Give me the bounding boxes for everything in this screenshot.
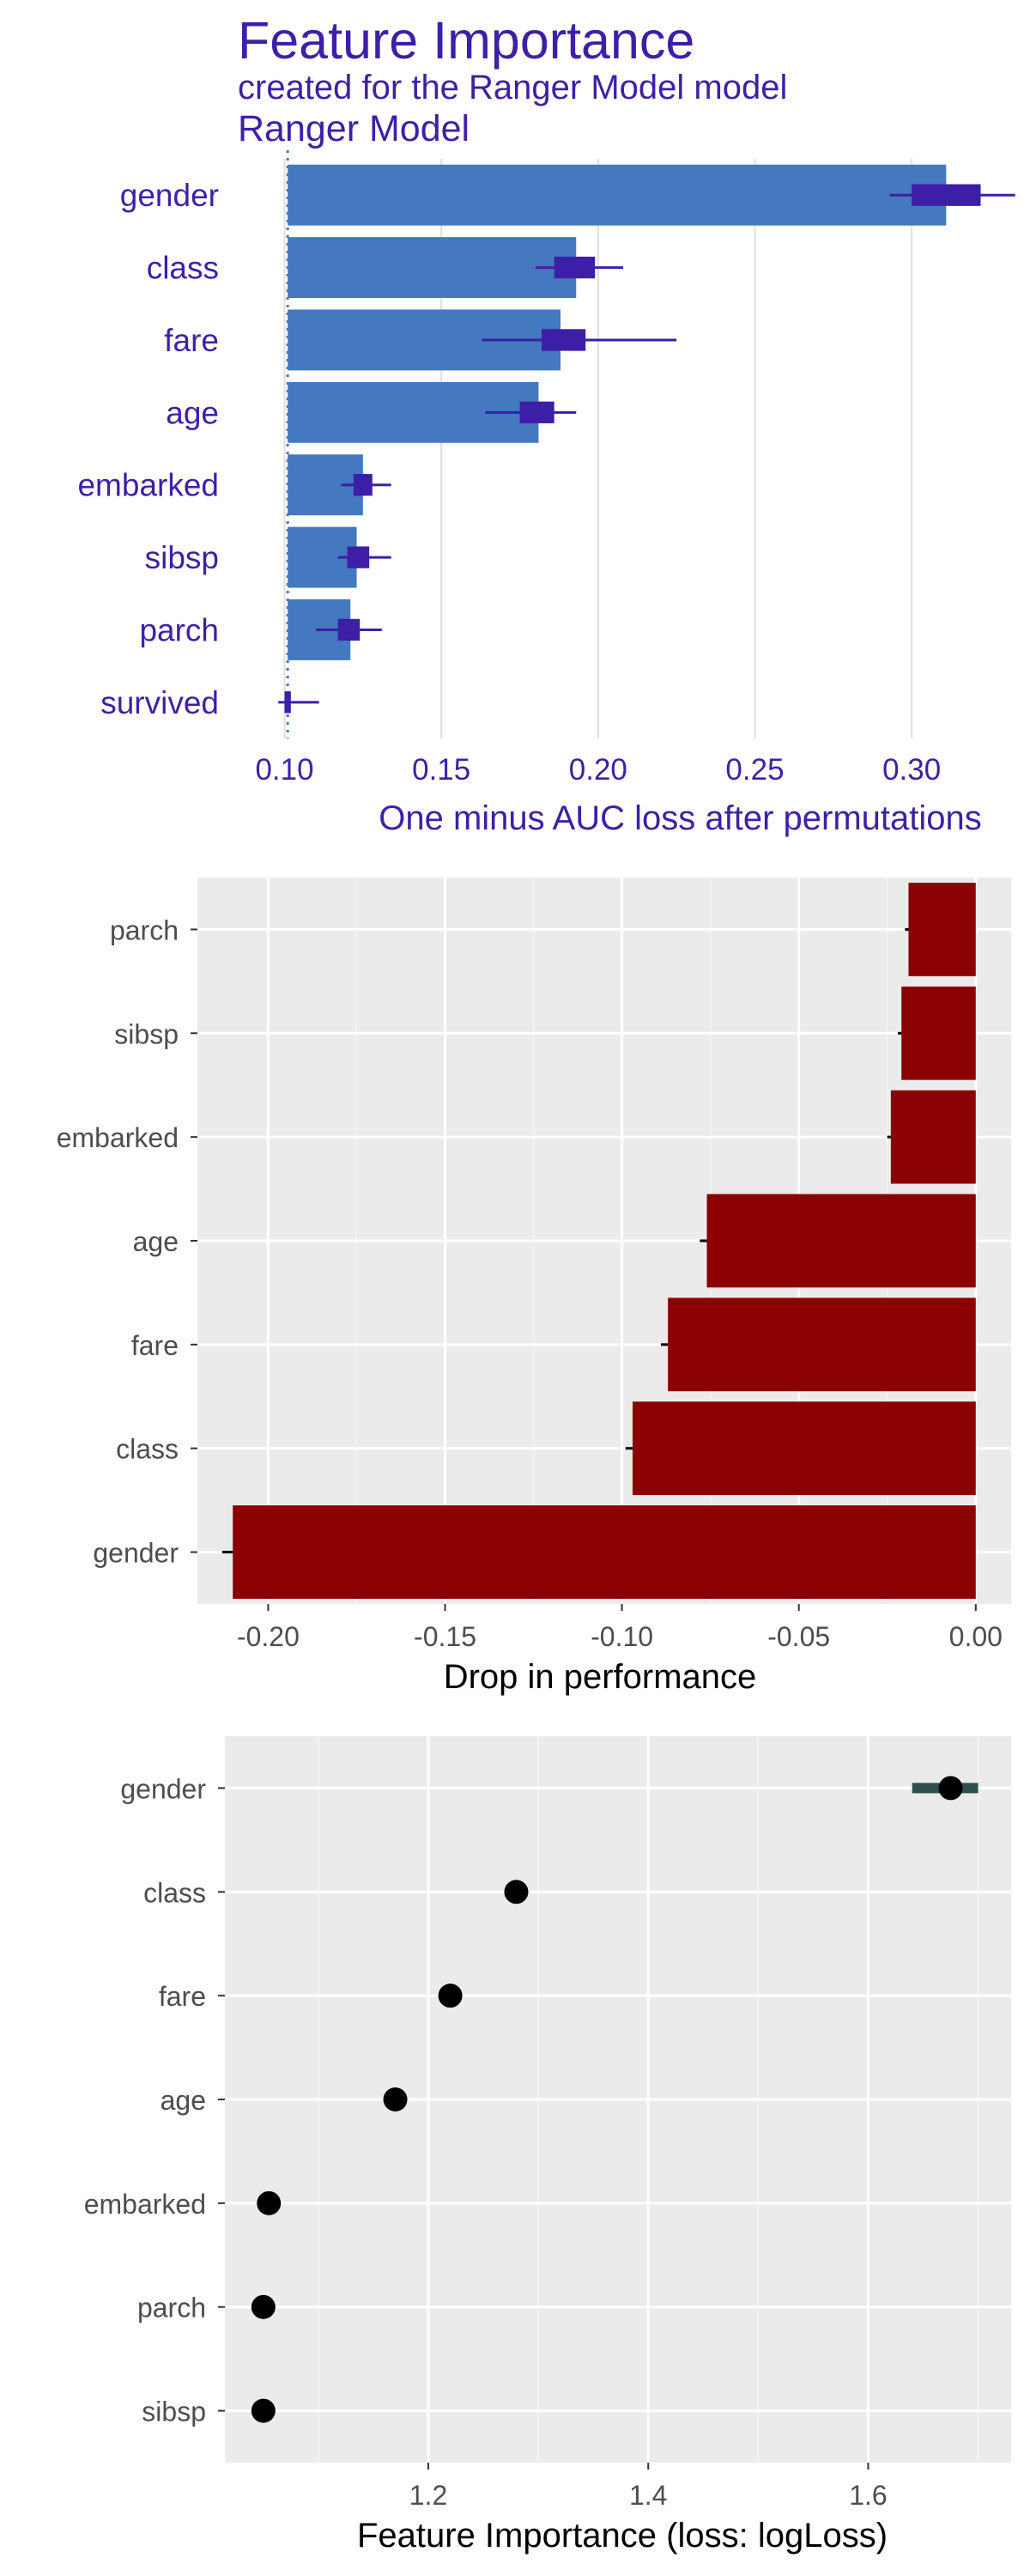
- category-label-class: class: [116, 1434, 179, 1465]
- category-label-gender: gender: [93, 1538, 179, 1569]
- bar-parch: [908, 883, 976, 976]
- point-gender: [938, 1776, 963, 1801]
- tick-label-x: 1.4: [629, 2480, 667, 2511]
- category-label-embarked: embarked: [84, 2189, 206, 2220]
- category-label-survived: survived: [100, 685, 219, 720]
- bar-class: [288, 237, 577, 298]
- category-label-embarked: embarked: [57, 1122, 179, 1153]
- axis-title-x: Drop in performance: [444, 1658, 757, 1696]
- bar-sibsp: [901, 986, 976, 1080]
- box-gender: [912, 184, 981, 206]
- category-label-fare: fare: [164, 323, 219, 358]
- point-parch: [251, 2294, 276, 2319]
- category-label-class: class: [147, 251, 219, 286]
- facet-label: Ranger Model: [238, 108, 470, 149]
- category-label-class: class: [143, 1877, 206, 1908]
- box-sibsp: [347, 546, 370, 568]
- category-label-parch: parch: [110, 914, 179, 945]
- category-label-gender: gender: [120, 178, 219, 213]
- category-label-sibsp: sibsp: [114, 1018, 179, 1049]
- box-survived: [284, 691, 291, 714]
- box-embarked: [353, 474, 373, 496]
- tick-label-x: -0.20: [237, 1621, 300, 1652]
- category-label-parch: parch: [139, 612, 219, 647]
- box-parch: [337, 618, 360, 641]
- category-label-fare: fare: [131, 1330, 179, 1361]
- chart-subtitle: created for the Ranger Model model: [238, 69, 787, 106]
- category-label-age: age: [161, 2085, 206, 2116]
- axis-title-x: Feature Importance (loss: logLoss): [357, 2517, 888, 2555]
- chart-ranger-feature-importance: gender class fare age embarked sibsp parch surv…: [77, 11, 1015, 837]
- box-age: [519, 401, 554, 423]
- bar-gender: [233, 1505, 976, 1599]
- tick-label-x: 0.30: [882, 753, 941, 787]
- bar-embarked: [890, 1090, 976, 1184]
- category-label-embarked: embarked: [77, 468, 219, 503]
- tick-label-x: 0.15: [412, 753, 470, 787]
- bar-gender: [288, 164, 947, 226]
- category-label-fare: fare: [159, 1981, 206, 2012]
- tick-label-x: 1.6: [849, 2480, 887, 2511]
- category-label-parch: parch: [137, 2293, 206, 2324]
- axis-title-x: One minus AUC loss after permutations: [379, 799, 982, 837]
- bar-fare: [668, 1297, 976, 1392]
- category-label-age: age: [133, 1226, 179, 1257]
- category-label-age: age: [166, 395, 219, 430]
- tick-label-x: 0.10: [255, 753, 313, 787]
- chart-title: Feature Importance: [238, 11, 694, 70]
- point-sibsp: [251, 2398, 276, 2423]
- tick-label-x: 0.00: [949, 1621, 1003, 1652]
- tick-label-x: 0.20: [569, 753, 627, 787]
- box-fare: [542, 329, 586, 351]
- point-fare: [438, 1984, 463, 2008]
- category-label-sibsp: sibsp: [145, 540, 219, 575]
- point-embarked: [257, 2190, 282, 2215]
- tick-label-x: 0.25: [725, 753, 784, 787]
- category-label-gender: gender: [120, 1773, 206, 1804]
- point-class: [504, 1880, 529, 1905]
- chart-drop-in-performance: parch sibsp embarked age fare class gender -0.2…: [57, 878, 1011, 1696]
- category-label-sibsp: sibsp: [142, 2397, 206, 2427]
- point-age: [383, 2087, 408, 2111]
- bar-age: [706, 1194, 976, 1288]
- tick-label-x: 1.2: [409, 2480, 447, 2511]
- tick-label-x: -0.10: [591, 1621, 653, 1652]
- tick-label-x: -0.05: [767, 1621, 830, 1652]
- chart-logloss-feature-importance: gender class fare age embarked parch sibsp 1.2 1…: [84, 1736, 1011, 2555]
- tick-label-x: -0.15: [414, 1621, 476, 1652]
- bar-class: [632, 1401, 976, 1496]
- box-class: [554, 256, 596, 279]
